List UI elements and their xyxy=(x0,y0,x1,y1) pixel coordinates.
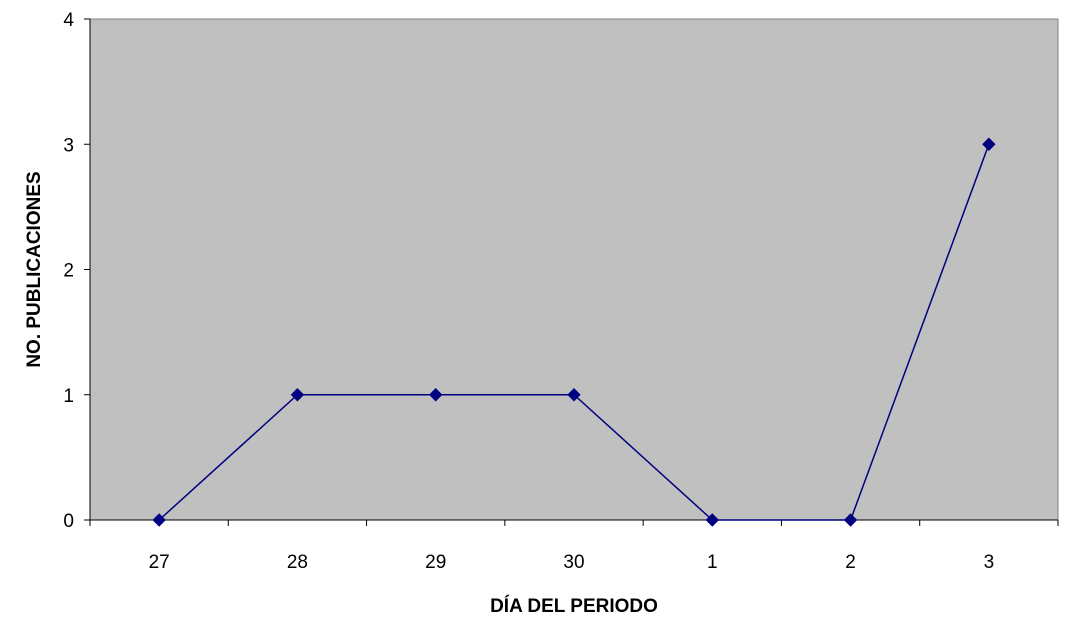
x-axis-title: DÍA DEL PERIODO xyxy=(490,595,658,617)
data-point xyxy=(705,513,719,527)
x-tick-label: 28 xyxy=(287,552,308,573)
x-tick-label: 3 xyxy=(984,552,995,573)
x-tick-label: 29 xyxy=(425,552,446,573)
series-layer xyxy=(152,137,996,527)
y-tick-label: 1 xyxy=(63,386,74,407)
y-axis-title: NO. PUBLICACIONES xyxy=(24,171,45,367)
data-point xyxy=(843,513,858,527)
x-tick-label: 30 xyxy=(563,552,584,573)
y-axis-ticks: 0 1 2 3 4 xyxy=(63,10,90,532)
data-point xyxy=(152,513,166,527)
x-axis-ticks: 27 28 29 30 1 2 3 xyxy=(89,520,1059,573)
data-point xyxy=(982,137,996,151)
data-point xyxy=(290,388,305,402)
y-tick-label: 4 xyxy=(63,10,74,31)
data-point xyxy=(567,388,581,402)
x-tick-label: 27 xyxy=(149,552,170,573)
y-tick-label: 3 xyxy=(63,135,74,156)
y-tick-label: 0 xyxy=(63,511,74,532)
y-tick-label: 2 xyxy=(63,261,74,282)
plot-area xyxy=(89,18,1059,521)
data-point xyxy=(429,388,443,402)
x-tick-label: 1 xyxy=(707,552,718,573)
x-tick-label: 2 xyxy=(845,552,856,573)
